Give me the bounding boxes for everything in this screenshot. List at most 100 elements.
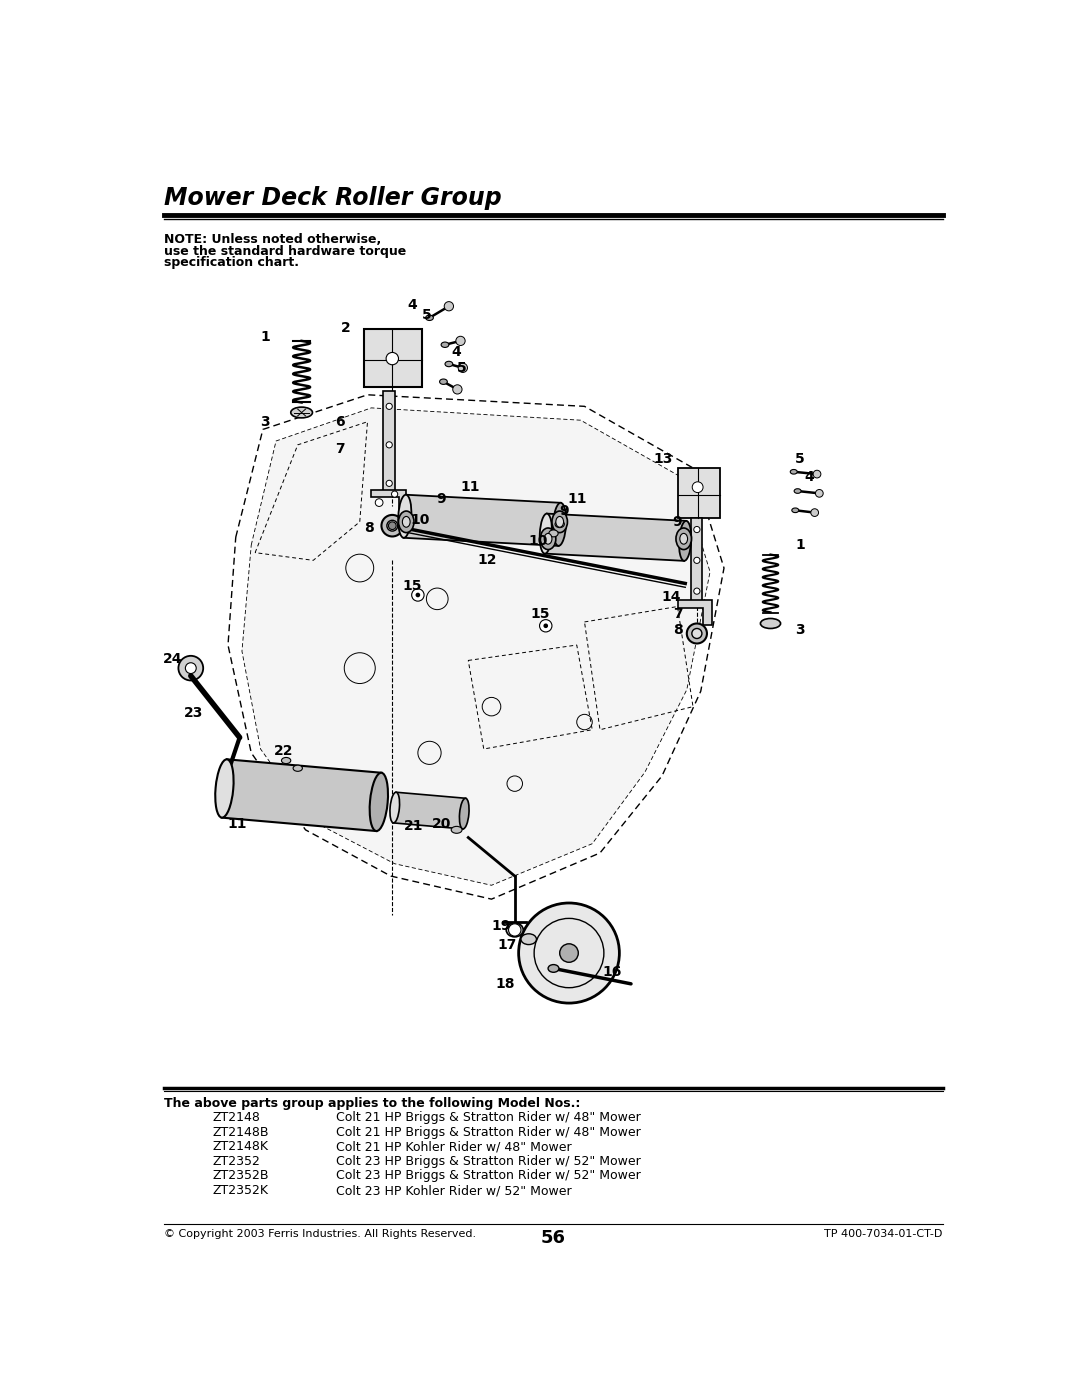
Text: 10: 10 <box>528 534 548 548</box>
Text: specification chart.: specification chart. <box>164 256 299 270</box>
Ellipse shape <box>215 760 233 817</box>
Circle shape <box>387 441 392 448</box>
Ellipse shape <box>679 534 688 545</box>
Text: 16: 16 <box>602 965 621 979</box>
Text: 5: 5 <box>457 360 467 374</box>
Text: The above parts group applies to the following Model Nos.:: The above parts group applies to the fol… <box>164 1097 581 1111</box>
Ellipse shape <box>556 517 564 527</box>
Text: 19: 19 <box>491 919 511 933</box>
Circle shape <box>387 352 399 365</box>
Ellipse shape <box>440 379 447 384</box>
Ellipse shape <box>390 792 400 823</box>
Ellipse shape <box>553 503 566 546</box>
Ellipse shape <box>679 521 691 560</box>
Circle shape <box>411 588 424 601</box>
Ellipse shape <box>293 766 302 771</box>
Circle shape <box>540 620 552 631</box>
Text: Colt 21 HP Briggs & Stratton Rider w/ 48" Mower: Colt 21 HP Briggs & Stratton Rider w/ 48… <box>337 1111 642 1125</box>
Circle shape <box>453 384 462 394</box>
Text: Colt 23 HP Briggs & Stratton Rider w/ 52" Mower: Colt 23 HP Briggs & Stratton Rider w/ 52… <box>337 1155 642 1168</box>
Text: 2: 2 <box>341 321 351 335</box>
Ellipse shape <box>441 342 449 348</box>
Circle shape <box>387 481 392 486</box>
Ellipse shape <box>549 529 558 536</box>
FancyBboxPatch shape <box>383 391 395 490</box>
Ellipse shape <box>291 407 312 418</box>
Text: 5: 5 <box>795 451 805 465</box>
FancyBboxPatch shape <box>677 468 720 518</box>
Text: 1: 1 <box>795 538 805 552</box>
Text: © Copyright 2003 Ferris Industries. All Rights Reserved.: © Copyright 2003 Ferris Industries. All … <box>164 1229 476 1239</box>
Circle shape <box>693 588 700 594</box>
Ellipse shape <box>381 515 403 536</box>
Ellipse shape <box>540 514 552 553</box>
Text: 18: 18 <box>496 977 515 990</box>
Ellipse shape <box>794 489 801 493</box>
Text: NOTE: Unless noted otherwise,: NOTE: Unless noted otherwise, <box>164 233 381 246</box>
Ellipse shape <box>459 798 469 828</box>
Text: 21: 21 <box>404 819 423 833</box>
Text: 11: 11 <box>460 481 480 495</box>
Circle shape <box>815 489 823 497</box>
Ellipse shape <box>399 511 414 532</box>
Circle shape <box>416 592 420 598</box>
Ellipse shape <box>555 521 565 528</box>
Circle shape <box>543 623 548 629</box>
Circle shape <box>509 923 521 936</box>
Ellipse shape <box>521 933 537 944</box>
Text: 7: 7 <box>336 441 346 455</box>
Text: 11: 11 <box>567 492 586 506</box>
FancyBboxPatch shape <box>691 518 702 602</box>
Text: 11: 11 <box>228 817 247 831</box>
Text: 17: 17 <box>497 939 516 953</box>
Circle shape <box>186 662 197 673</box>
Circle shape <box>387 404 392 409</box>
Polygon shape <box>677 601 713 624</box>
Ellipse shape <box>369 773 388 831</box>
Circle shape <box>813 471 821 478</box>
Text: 10: 10 <box>410 513 430 527</box>
Text: Colt 21 HP Kohler Rider w/ 48" Mower: Colt 21 HP Kohler Rider w/ 48" Mower <box>337 1140 572 1153</box>
Ellipse shape <box>791 469 797 474</box>
Polygon shape <box>404 495 561 546</box>
Circle shape <box>811 509 819 517</box>
Text: ZT2352: ZT2352 <box>213 1155 260 1168</box>
Text: 15: 15 <box>530 608 550 622</box>
Ellipse shape <box>282 757 291 764</box>
Ellipse shape <box>403 517 410 527</box>
Text: 13: 13 <box>653 451 673 465</box>
Text: 9: 9 <box>559 504 569 518</box>
Text: 3: 3 <box>260 415 270 429</box>
Circle shape <box>375 499 383 507</box>
Ellipse shape <box>692 629 702 638</box>
Text: ZT2352B: ZT2352B <box>213 1169 269 1182</box>
Text: 6: 6 <box>336 415 346 429</box>
FancyBboxPatch shape <box>364 330 422 387</box>
Text: 12: 12 <box>477 553 498 567</box>
Circle shape <box>392 490 397 497</box>
Circle shape <box>178 655 203 680</box>
Text: Colt 21 HP Briggs & Stratton Rider w/ 48" Mower: Colt 21 HP Briggs & Stratton Rider w/ 48… <box>337 1126 642 1139</box>
Ellipse shape <box>451 827 462 833</box>
Text: 14: 14 <box>662 591 681 605</box>
Circle shape <box>559 944 578 963</box>
Ellipse shape <box>676 528 691 549</box>
Text: ZT2148K: ZT2148K <box>213 1140 269 1153</box>
Circle shape <box>456 337 465 345</box>
Text: ZT2148B: ZT2148B <box>213 1126 269 1139</box>
Ellipse shape <box>540 528 556 549</box>
Text: 23: 23 <box>184 705 203 719</box>
Text: 4: 4 <box>407 298 417 312</box>
Ellipse shape <box>445 362 453 366</box>
Text: 8: 8 <box>364 521 374 535</box>
Text: 20: 20 <box>431 817 450 831</box>
Ellipse shape <box>387 520 397 531</box>
Ellipse shape <box>426 316 433 320</box>
Polygon shape <box>242 408 710 886</box>
Circle shape <box>693 527 700 532</box>
Polygon shape <box>544 514 686 560</box>
Text: 4: 4 <box>805 471 814 485</box>
Text: TP 400-7034-01-CT-D: TP 400-7034-01-CT-D <box>824 1229 943 1239</box>
Ellipse shape <box>552 511 567 532</box>
Text: 22: 22 <box>274 745 294 759</box>
